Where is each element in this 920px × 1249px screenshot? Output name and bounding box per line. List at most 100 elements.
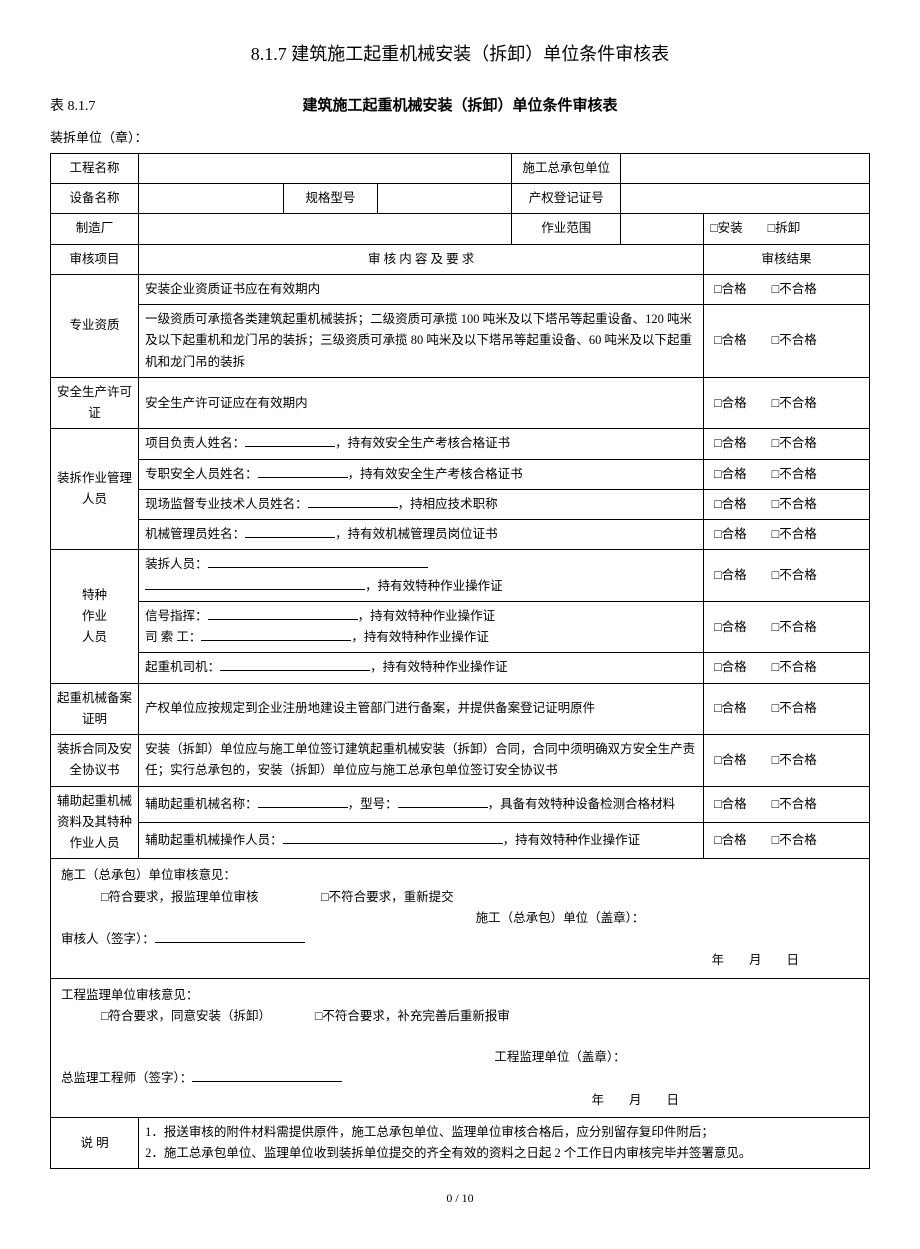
pass-box: □合格 bbox=[714, 620, 747, 634]
table-row: 工程名称 施工总承包单位 bbox=[51, 153, 870, 183]
text: ，持有效安全生产考核合格证书 bbox=[335, 436, 510, 450]
result-cell: □合格 □不合格 bbox=[704, 786, 870, 822]
text: ，型号： bbox=[348, 797, 398, 811]
note-1: 1．报送审核的附件材料需提供原件，施工总承包单位、监理单位审核合格后，应分别留存… bbox=[145, 1122, 863, 1143]
fail-box: □不合格 bbox=[772, 527, 817, 541]
table-row: 制造厂 作业范围 □安装 □拆卸 bbox=[51, 214, 870, 244]
text: 辅助起重机械名称： bbox=[145, 797, 258, 811]
label-spec: 规格型号 bbox=[284, 184, 377, 214]
fail-box: □不合格 bbox=[772, 797, 817, 811]
value-project-name bbox=[139, 153, 512, 183]
fail-box: □不合格 bbox=[772, 282, 817, 296]
text: 辅助起重机械操作人员： bbox=[145, 833, 283, 847]
table-row: 施工（总承包）单位审核意见： □符合要求，报监理单位审核 □不符合要求，重新提交… bbox=[51, 859, 870, 978]
table-row: 起重机司机：，持有效特种作业操作证 □合格 □不合格 bbox=[51, 653, 870, 683]
main-title: 8.1.7 建筑施工起重机械安装（拆卸）单位条件审核表 bbox=[50, 40, 870, 69]
table-row: 专业资质 安装企业资质证书应在有效期内 □合格 □不合格 bbox=[51, 274, 870, 304]
opt-fail: □不符合要求，补充完善后重新报审 bbox=[315, 1009, 510, 1023]
review-form-table: 工程名称 施工总承包单位 设备名称 规格型号 产权登记证号 制造厂 作业范围 □… bbox=[50, 153, 870, 1170]
blank bbox=[258, 465, 348, 478]
mgmt-row4: 机械管理员姓名：，持有效机械管理员岗位证书 bbox=[139, 520, 704, 550]
notes-content: 1．报送审核的附件材料需提供原件，施工总承包单位、监理单位审核合格后，应分别留存… bbox=[139, 1117, 870, 1169]
text: ，持有效特种作业操作证 bbox=[370, 660, 508, 674]
result-cell: □合格 □不合格 bbox=[704, 683, 870, 735]
result-cell: □合格 □不合格 bbox=[704, 459, 870, 489]
pass-box: □合格 bbox=[714, 568, 747, 582]
blank bbox=[192, 1070, 342, 1083]
pass-box: □合格 bbox=[714, 701, 747, 715]
blank bbox=[201, 629, 351, 642]
fail-box: □不合格 bbox=[772, 833, 817, 847]
label-project-name: 工程名称 bbox=[51, 153, 139, 183]
sub-title: 建筑施工起重机械安装（拆卸）单位条件审核表 bbox=[190, 94, 870, 118]
opinion1-title: 施工（总承包）单位审核意见： bbox=[61, 865, 859, 886]
value-scope bbox=[621, 214, 704, 244]
value-equip-name bbox=[139, 184, 284, 214]
result-cell: □合格 □不合格 bbox=[704, 489, 870, 519]
section-safety-permit: 安全生产许可证 bbox=[51, 377, 139, 429]
fail-box: □不合格 bbox=[772, 436, 817, 450]
text: ，持有效特种作业操作证 bbox=[358, 609, 496, 623]
pass-box: □合格 bbox=[714, 396, 747, 410]
text: 装拆人员： bbox=[145, 557, 208, 571]
table-row: 工程监理单位审核意见： □符合要求，同意安装（拆卸） □不符合要求，补充完善后重… bbox=[51, 978, 870, 1117]
mgmt-row3: 现场监督专业技术人员姓名：，持相应技术职称 bbox=[139, 489, 704, 519]
result-cell: □合格 □不合格 bbox=[704, 550, 870, 602]
mgmt-row1: 项目负责人姓名：，持有效安全生产考核合格证书 bbox=[139, 429, 704, 459]
blank bbox=[220, 659, 370, 672]
opinion1-signer: 审核人（签字）： bbox=[61, 929, 859, 950]
pass-box: □合格 bbox=[714, 833, 747, 847]
blank bbox=[258, 795, 348, 808]
text: ，持有效安全生产考核合格证书 bbox=[348, 467, 523, 481]
fail-box: □不合格 bbox=[772, 620, 817, 634]
table-row: 起重机械备案证明 产权单位应按规定到企业注册地建设主管部门进行备案，并提供备案登… bbox=[51, 683, 870, 735]
fail-box: □不合格 bbox=[772, 497, 817, 511]
table-row: 辅助起重机械操作人员：，持有效特种作业操作证 □合格 □不合格 bbox=[51, 823, 870, 859]
value-reg-no bbox=[621, 184, 870, 214]
label-contractor: 施工总承包单位 bbox=[512, 153, 621, 183]
table-row: 辅助起重机械资料及其特种作业人员 辅助起重机械名称：，型号：，具备有效特种设备检… bbox=[51, 786, 870, 822]
result-cell: □合格 □不合格 bbox=[704, 305, 870, 378]
value-contractor bbox=[621, 153, 870, 183]
blank bbox=[308, 495, 398, 508]
table-row: 一级资质可承揽各类建筑起重机械装拆；二级资质可承揽 100 吨米及以下塔吊等起重… bbox=[51, 305, 870, 378]
sub-header: 表 8.1.7 建筑施工起重机械安装（拆卸）单位条件审核表 bbox=[50, 94, 870, 118]
blank bbox=[208, 556, 428, 569]
text: 审核人（签字）： bbox=[61, 932, 155, 946]
text: ，具备有效特种设备检测合格材料 bbox=[488, 797, 676, 811]
label-review-result: 审核结果 bbox=[704, 244, 870, 274]
opinion2-signer: 总监理工程师（签字）： bbox=[61, 1068, 859, 1089]
blank bbox=[208, 607, 358, 620]
table-row: 安全生产许可证 安全生产许可证应在有效期内 □合格 □不合格 bbox=[51, 377, 870, 429]
supervisor-opinion-block: 工程监理单位审核意见： □符合要求，同意安装（拆卸） □不符合要求，补充完善后重… bbox=[51, 978, 870, 1117]
table-row: 设备名称 规格型号 产权登记证号 bbox=[51, 184, 870, 214]
special-row1: 装拆人员：，持有效特种作业操作证 bbox=[139, 550, 704, 602]
blank bbox=[245, 435, 335, 448]
pass-box: □合格 bbox=[714, 282, 747, 296]
table-number: 表 8.1.7 bbox=[50, 96, 190, 118]
value-spec bbox=[377, 184, 512, 214]
label-review-item: 审核项目 bbox=[51, 244, 139, 274]
record-content: 产权单位应按规定到企业注册地建设主管部门进行备案，并提供备案登记证明原件 bbox=[139, 683, 704, 735]
opt-pass: □符合要求，同意安装（拆卸） bbox=[101, 1009, 265, 1023]
table-row: 特种 作业 人员 装拆人员：，持有效特种作业操作证 □合格 □不合格 bbox=[51, 550, 870, 602]
text: ，持相应技术职称 bbox=[398, 497, 498, 511]
table-row: 说 明 1．报送审核的附件材料需提供原件，施工总承包单位、监理单位审核合格后，应… bbox=[51, 1117, 870, 1169]
opt-pass: □符合要求，报监理单位审核 bbox=[101, 890, 259, 904]
blank bbox=[245, 526, 335, 539]
qual-content-2: 一级资质可承揽各类建筑起重机械装拆；二级资质可承揽 100 吨米及以下塔吊等起重… bbox=[139, 305, 704, 378]
section-record-cert: 起重机械备案证明 bbox=[51, 683, 139, 735]
opinion1-options: □符合要求，报监理单位审核 □不符合要求，重新提交 bbox=[61, 887, 859, 908]
label-manufacturer: 制造厂 bbox=[51, 214, 139, 244]
text: 信号指挥： bbox=[145, 609, 208, 623]
opinion2-options: □符合要求，同意安装（拆卸） □不符合要求，补充完善后重新报审 bbox=[61, 1006, 859, 1027]
stamp-unit-label: 装拆单位（章）： bbox=[50, 128, 870, 149]
result-cell: □合格 □不合格 bbox=[704, 429, 870, 459]
pass-box: □合格 bbox=[714, 467, 747, 481]
section-contract: 装拆合同及安全协议书 bbox=[51, 735, 139, 787]
result-cell: □合格 □不合格 bbox=[704, 274, 870, 304]
label-equip-name: 设备名称 bbox=[51, 184, 139, 214]
text: 机械管理员姓名： bbox=[145, 527, 245, 541]
pass-box: □合格 bbox=[714, 797, 747, 811]
text: 总监理工程师（签字）： bbox=[61, 1071, 192, 1085]
